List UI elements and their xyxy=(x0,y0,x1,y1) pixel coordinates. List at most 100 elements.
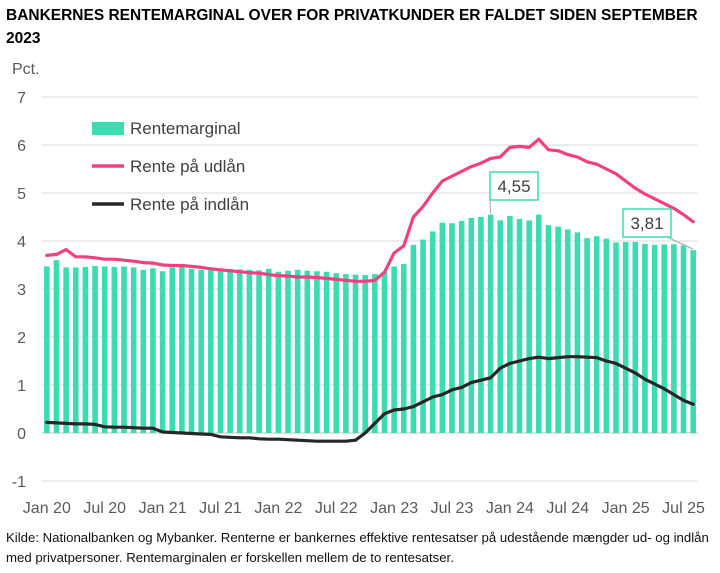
margin-bar xyxy=(429,231,436,433)
margin-bar xyxy=(72,267,79,433)
margin-bar xyxy=(275,271,282,433)
deposit-rate-line xyxy=(45,355,695,443)
margin-bar xyxy=(564,229,571,433)
margin-bar xyxy=(613,242,619,433)
rate-lines xyxy=(45,137,695,443)
x-tick-label: Jul 24 xyxy=(546,500,589,517)
margin-bar xyxy=(294,269,301,433)
margin-bar xyxy=(53,260,60,433)
margin-bar xyxy=(661,244,668,433)
margin-bars xyxy=(44,214,696,433)
annotations: 4,55 3,81 xyxy=(489,171,694,250)
margin-bar xyxy=(545,225,552,433)
x-tick-label: Jan 22 xyxy=(254,500,302,517)
margin-bar xyxy=(121,266,127,433)
margin-bar xyxy=(140,269,147,433)
margin-bar xyxy=(198,269,204,433)
margin-bar xyxy=(314,271,320,433)
margin-bar xyxy=(236,269,243,433)
margin-bar xyxy=(632,241,639,433)
margin-bar xyxy=(323,271,330,433)
y-tick-label: 5 xyxy=(17,186,26,203)
x-axis: Jan 20 Jul 20 Jan 21 Jul 21 Jan 22 Jul 22 Jan … xyxy=(23,500,705,517)
y-tick-label: 6 xyxy=(17,138,26,155)
margin-bar xyxy=(111,266,118,433)
x-tick-label: Jan 25 xyxy=(602,500,650,517)
margin-bar xyxy=(410,244,417,433)
margin-bar xyxy=(256,270,262,433)
margin-bar xyxy=(352,274,359,433)
y-tick-label: 7 xyxy=(17,90,26,107)
margin-bar xyxy=(526,220,532,433)
margin-bar xyxy=(44,266,50,433)
chart-title: BANKERNES RENTEMARGINAL OVER FOR PRIVATK… xyxy=(6,7,698,47)
legend-label: Rente på indlån xyxy=(130,195,249,214)
annotation-leader xyxy=(489,199,492,214)
margin-bar xyxy=(584,238,590,433)
margin-bar xyxy=(536,214,542,433)
margin-bar xyxy=(63,267,69,433)
y-axis-label: Pct. xyxy=(12,61,40,78)
margin-bar xyxy=(246,269,253,433)
y-tick-label: 2 xyxy=(17,330,26,347)
margin-bar xyxy=(690,250,696,433)
margin-bar xyxy=(130,267,137,433)
margin-bar xyxy=(400,264,407,433)
legend: Rentemarginal Rente på udlån Rente på indl… xyxy=(92,119,249,214)
margin-bar xyxy=(487,214,494,433)
margin-bar xyxy=(188,268,195,433)
x-tick-label: Jan 24 xyxy=(486,500,534,517)
margin-bar xyxy=(92,265,98,433)
margin-bar xyxy=(478,217,484,433)
margin-bar xyxy=(179,266,185,433)
margin-bar xyxy=(381,271,388,433)
y-tick-label: 0 xyxy=(17,426,26,443)
margin-bar xyxy=(217,269,224,433)
margin-bar xyxy=(449,223,455,433)
annotation-label: 3,81 xyxy=(630,214,663,233)
y-tick-label: 1 xyxy=(17,378,26,395)
margin-bar xyxy=(516,218,523,433)
x-tick-label: Jul 25 xyxy=(662,500,705,517)
margin-bar xyxy=(159,271,166,433)
annotation-label: 4,55 xyxy=(497,177,530,196)
margin-bar xyxy=(372,274,378,433)
margin-bar xyxy=(343,274,349,433)
margin-bar xyxy=(468,217,475,433)
margin-bar xyxy=(101,266,108,433)
annotation-box xyxy=(622,208,672,238)
lending-rate-line xyxy=(45,137,695,283)
margin-bar xyxy=(333,273,340,433)
annotation-box xyxy=(489,171,539,201)
margin-bar xyxy=(651,244,658,433)
margin-bar xyxy=(603,238,610,433)
margin-bar xyxy=(304,270,311,433)
y-tick-label: 3 xyxy=(17,282,26,299)
y-tick-label: -1 xyxy=(12,474,26,491)
margin-bar xyxy=(593,236,600,433)
margin-bar xyxy=(497,220,504,433)
margin-bar xyxy=(227,268,233,433)
x-tick-label: Jan 20 xyxy=(23,500,71,517)
grid xyxy=(42,96,698,482)
x-tick-label: Jul 21 xyxy=(199,500,242,517)
legend-swatch-bar xyxy=(92,122,124,135)
margin-bar xyxy=(671,244,677,433)
margin-bar xyxy=(285,270,291,433)
legend-label: Rentemarginal xyxy=(130,119,241,138)
margin-bar xyxy=(458,220,465,433)
y-axis: -1 0 1 2 3 4 5 6 7 Pct. xyxy=(12,61,40,491)
margin-bar xyxy=(642,243,648,433)
margin-bar xyxy=(439,222,446,433)
margin-bar xyxy=(391,266,397,433)
margin-bar xyxy=(555,226,561,433)
margin-bar xyxy=(82,266,89,433)
annotation-leader xyxy=(666,236,694,250)
x-tick-label: Jul 20 xyxy=(83,500,126,517)
margin-bar xyxy=(208,270,214,433)
margin-bar xyxy=(574,232,581,433)
x-tick-label: Jul 22 xyxy=(315,500,358,517)
margin-bar xyxy=(169,267,176,433)
source-note: Kilde: Nationalbanken og Mybanker. Rente… xyxy=(6,530,709,565)
